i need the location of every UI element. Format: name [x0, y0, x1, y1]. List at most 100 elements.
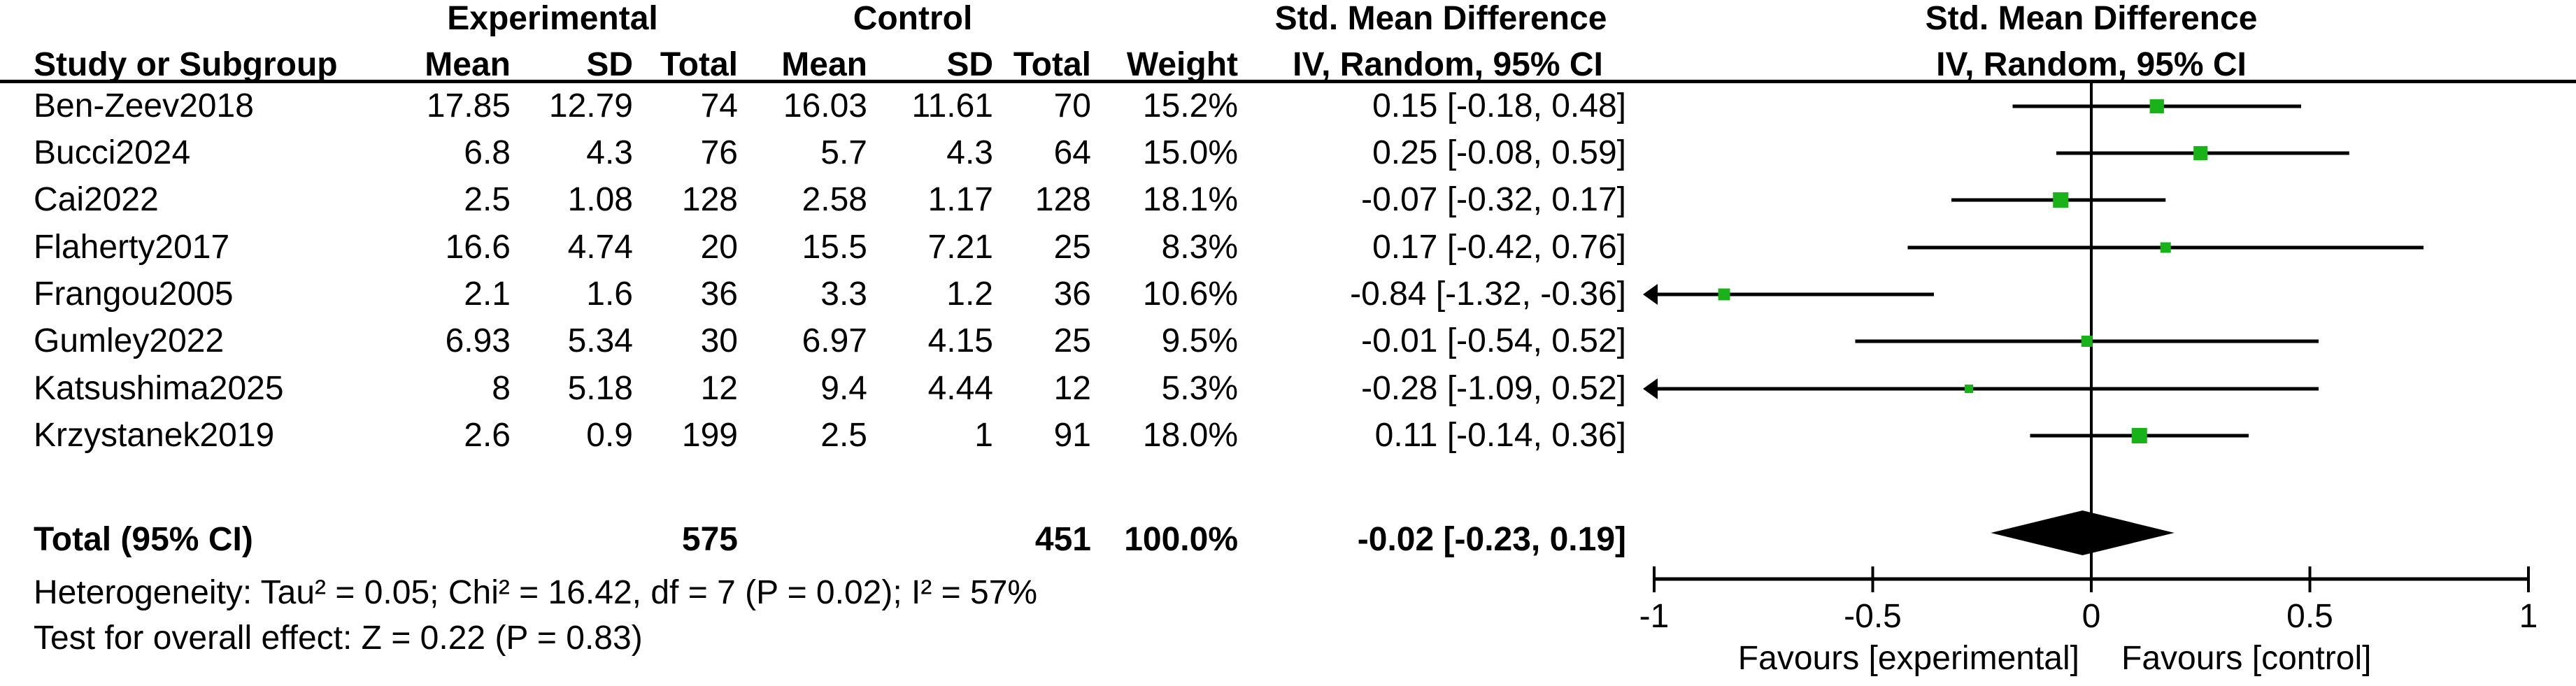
exp-sd-cell: 4.3: [586, 134, 633, 171]
ctrl-sd-cell: 4.3: [946, 134, 993, 171]
name-cell: Gumley2022: [34, 322, 225, 359]
effect-marker: [1718, 288, 1730, 301]
name-cell: Frangou2005: [34, 276, 234, 313]
exp-total-cell: 76: [700, 134, 738, 171]
exp-mean-cell: 8: [492, 370, 511, 407]
smd-ci-cell: 0.11 [-0.14, 0.36]: [1374, 417, 1626, 454]
header-divider: [0, 80, 2576, 83]
column-group-smd-left: Std. Mean Difference: [1274, 0, 1607, 37]
exp-total-cell: 199: [681, 417, 738, 454]
name-cell: Flaherty2017: [34, 229, 230, 266]
exp-total-cell: 128: [681, 181, 738, 218]
ctrl-mean-cell: 3.3: [820, 276, 867, 313]
exp-sd-cell: 5.34: [567, 322, 633, 359]
column-header-exp-sd: SD: [586, 46, 633, 83]
weight-cell: 5.3%: [1161, 370, 1238, 407]
weight-cell: 15.0%: [1142, 134, 1238, 171]
ci-arrow-left: [1643, 378, 1658, 399]
effect-marker: [2160, 242, 2171, 253]
column-header-ctrl-sd: SD: [946, 46, 993, 83]
exp-mean-cell: 16.6: [445, 229, 511, 266]
total-weight: 100.0%: [1124, 521, 1238, 558]
ctrl-mean-cell: 6.97: [802, 322, 867, 359]
exp-mean-cell: 17.85: [426, 87, 511, 124]
column-header-iv-left: IV, Random, 95% CI: [1293, 46, 1603, 83]
weight-cell: 10.6%: [1142, 276, 1238, 313]
ctrl-total-cell: 25: [1053, 229, 1091, 266]
effect-marker: [1965, 385, 1973, 393]
weight-cell: 18.1%: [1142, 181, 1238, 218]
table-row: Gumley2022 6.93 5.34 30 6.97 4.15 25 9.5% -0.01 …: [0, 320, 2576, 363]
total-exp-total: 575: [681, 521, 738, 558]
total-smd-ci: -0.02 [-0.23, 0.19]: [1357, 521, 1626, 558]
exp-mean-cell: 6.8: [464, 134, 511, 171]
table-row: Flaherty2017 16.6 4.74 20 15.5 7.21 25 8.3% 0.17…: [0, 226, 2576, 269]
effect-marker: [2193, 145, 2208, 161]
exp-sd-cell: 1.08: [567, 181, 633, 218]
total-row: Total (95% CI) 575 451 100.0% -0.02 [-0.…: [0, 518, 2576, 562]
smd-ci-cell: -0.07 [-0.32, 0.17]: [1361, 181, 1626, 218]
column-header-exp-mean: Mean: [425, 46, 511, 83]
group-header-control: Control: [853, 0, 973, 37]
ctrl-total-cell: 128: [1034, 181, 1091, 218]
name-cell: Katsushima2025: [34, 370, 284, 407]
name-cell: Krzystanek2019: [34, 417, 275, 454]
ctrl-mean-cell: 16.03: [783, 87, 867, 124]
exp-sd-cell: 1.6: [586, 276, 633, 313]
smd-ci-cell: 0.25 [-0.08, 0.59]: [1372, 134, 1626, 171]
axis-tick-label: 0.5: [2286, 598, 2333, 635]
ctrl-total-cell: 70: [1053, 87, 1091, 124]
weight-cell: 9.5%: [1161, 322, 1238, 359]
weight-cell: 15.2%: [1142, 87, 1238, 124]
effect-marker: [2081, 335, 2093, 348]
table-row: Bucci2024 6.8 4.3 76 5.7 4.3 64 15.0% 0.25 [-0.0…: [0, 131, 2576, 175]
favours-left-label: Favours [experimental]: [1738, 640, 2079, 677]
exp-total-cell: 74: [700, 87, 738, 124]
total-ctrl-total: 451: [1034, 521, 1091, 558]
ctrl-sd-cell: 4.44: [927, 370, 993, 407]
smd-ci-cell: -0.84 [-1.32, -0.36]: [1350, 276, 1626, 313]
exp-sd-cell: 5.18: [567, 370, 633, 407]
smd-ci-cell: -0.01 [-0.54, 0.52]: [1361, 322, 1626, 359]
exp-sd-cell: 12.79: [548, 87, 633, 124]
ctrl-mean-cell: 9.4: [820, 370, 867, 407]
axis-tick-label: 1: [2519, 598, 2538, 635]
ctrl-sd-cell: 1.17: [927, 181, 993, 218]
axis-tick-label: -1: [1639, 598, 1670, 635]
ctrl-sd-cell: 1: [974, 417, 993, 454]
exp-total-cell: 12: [700, 370, 738, 407]
total-label: Total (95% CI): [34, 521, 253, 558]
smd-ci-cell: 0.15 [-0.18, 0.48]: [1372, 87, 1626, 124]
effect-marker: [2131, 427, 2147, 444]
ctrl-total-cell: 36: [1053, 276, 1091, 313]
exp-mean-cell: 6.93: [445, 322, 511, 359]
smd-ci-cell: 0.17 [-0.42, 0.76]: [1372, 229, 1626, 266]
exp-total-cell: 36: [700, 276, 738, 313]
weight-cell: 8.3%: [1161, 229, 1238, 266]
column-header-exp-total: Total: [660, 46, 738, 83]
favours-right-label: Favours [control]: [2121, 640, 2371, 677]
exp-sd-cell: 0.9: [586, 417, 633, 454]
ctrl-sd-cell: 7.21: [927, 229, 993, 266]
exp-total-cell: 20: [700, 229, 738, 266]
table-row: Ben-Zeev2018 17.85 12.79 74 16.03 11.61 70 15.2…: [0, 85, 2576, 128]
heterogeneity-text: Heterogeneity: Tau² = 0.05; Chi² = 16.42…: [34, 574, 1038, 611]
table-row: Cai2022 2.5 1.08 128 2.58 1.17 128 18.1% -0.07 […: [0, 178, 2576, 222]
table-row: Katsushima2025 8 5.18 12 9.4 4.44 12 5.3% -0.28 …: [0, 367, 2576, 410]
overall-effect-text: Test for overall effect: Z = 0.22 (P = 0…: [34, 620, 643, 657]
ctrl-total-cell: 64: [1053, 134, 1091, 171]
column-header-iv-right: IV, Random, 95% CI: [1936, 46, 2247, 83]
axis-tick-label: -0.5: [1844, 598, 1902, 635]
column-header-ctrl-mean: Mean: [781, 46, 867, 83]
column-header-weight: Weight: [1126, 46, 1238, 83]
exp-sd-cell: 4.74: [567, 229, 633, 266]
group-header-experimental: Experimental: [447, 0, 658, 37]
ctrl-total-cell: 91: [1053, 417, 1091, 454]
ctrl-sd-cell: 4.15: [927, 322, 993, 359]
exp-mean-cell: 2.6: [464, 417, 511, 454]
ctrl-mean-cell: 2.58: [802, 181, 867, 218]
weight-cell: 18.0%: [1142, 417, 1238, 454]
name-cell: Ben-Zeev2018: [34, 87, 254, 124]
